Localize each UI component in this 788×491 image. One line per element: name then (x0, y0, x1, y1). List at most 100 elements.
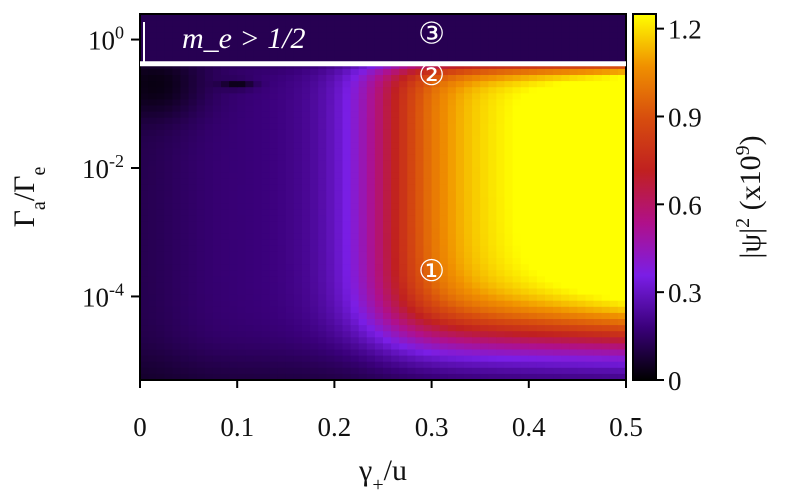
heatmap-cell (415, 197, 425, 204)
heatmap-cell (593, 349, 603, 357)
heatmap-cell (180, 50, 190, 58)
heatmap-cell (350, 319, 360, 326)
heatmap-cell (342, 50, 352, 58)
heatmap-cell (285, 129, 295, 137)
heatmap-cell (237, 142, 246, 149)
heatmap-cell (164, 300, 173, 308)
heatmap-cell (188, 233, 198, 241)
heatmap-cell (593, 245, 603, 253)
heatmap-cell (609, 258, 619, 265)
heatmap-cell (188, 355, 198, 363)
heatmap-cell (512, 319, 522, 326)
heatmap-cell (180, 343, 190, 351)
heatmap-cell (302, 325, 311, 332)
heatmap-cell (617, 282, 627, 290)
heatmap-cell (310, 50, 319, 58)
heatmap-cell (261, 276, 271, 283)
heatmap-cell (536, 184, 546, 192)
heatmap-cell (253, 288, 263, 296)
heatmap-cell (472, 142, 481, 149)
heatmap-cell (553, 343, 562, 351)
heatmap-cell (180, 367, 190, 375)
heatmap-cell (229, 355, 238, 363)
heatmap-cell (334, 184, 344, 192)
heatmap-cell (561, 68, 570, 76)
heatmap-cell (488, 306, 497, 314)
heatmap-cell (277, 209, 287, 216)
heatmap-cell (302, 306, 311, 314)
heatmap-cell (253, 178, 263, 186)
heatmap-cell (366, 184, 376, 192)
heatmap-cell (261, 245, 271, 253)
heatmap-cell (302, 355, 311, 363)
heatmap-cell (253, 355, 263, 363)
heatmap-cell (140, 349, 149, 357)
heatmap-cell (366, 203, 376, 210)
heatmap-cell (285, 331, 295, 338)
heatmap-cell (148, 87, 157, 94)
heatmap-cell (261, 184, 271, 192)
heatmap-cell (350, 233, 360, 241)
heatmap-cell (504, 349, 514, 357)
heatmap-cell (326, 331, 335, 338)
heatmap-cell (140, 14, 149, 21)
heatmap-cell (302, 184, 311, 192)
heatmap-cell (520, 288, 530, 296)
heatmap-cell (318, 123, 327, 131)
heatmap-cell (601, 123, 611, 131)
heatmap-cell (221, 337, 230, 344)
heatmap-cell (140, 276, 149, 283)
heatmap-cell (423, 355, 433, 363)
heatmap-cell (148, 105, 157, 113)
heatmap-cell (204, 203, 214, 210)
heatmap-cell (439, 178, 449, 186)
heatmap-cell (302, 245, 311, 253)
heatmap-cell (561, 312, 570, 320)
heatmap-cell (310, 190, 319, 198)
heatmap-cell (180, 93, 190, 100)
heatmap-cell (221, 227, 230, 235)
heatmap-cell (229, 32, 238, 39)
heatmap-cell (455, 349, 465, 357)
heatmap-cell (545, 190, 554, 198)
heatmap-cell (172, 160, 182, 168)
heatmap-cell (269, 258, 279, 265)
heatmap-cell (245, 26, 254, 33)
heatmap-cell (391, 258, 400, 265)
heatmap-cell (488, 75, 497, 82)
heatmap-cell (212, 355, 222, 363)
heatmap-cell (334, 111, 344, 119)
heatmap-cell (609, 209, 619, 216)
heatmap-cell (269, 93, 279, 100)
heatmap-cell (383, 87, 392, 94)
heatmap-cell (423, 251, 433, 259)
heatmap-cell (553, 251, 562, 259)
heatmap-cell (415, 123, 425, 131)
heatmap-cell (496, 105, 506, 113)
heatmap-cell (212, 331, 222, 338)
heatmap-cell (310, 154, 319, 161)
heatmap-cell (439, 111, 449, 119)
heatmap-cell (488, 178, 497, 186)
heatmap-cell (593, 203, 603, 210)
heatmap-cell (536, 75, 546, 82)
heatmap-cell (528, 270, 538, 277)
heatmap-cell (229, 178, 238, 186)
heatmap-cell (480, 239, 489, 247)
heatmap-cell (439, 172, 449, 180)
heatmap-cell (528, 337, 538, 344)
heatmap-cell (407, 215, 416, 222)
heatmap-cell (180, 142, 190, 149)
heatmap-cell (253, 32, 263, 39)
heatmap-cell (561, 276, 570, 283)
heatmap-cell (472, 227, 481, 235)
heatmap-cell (253, 75, 263, 82)
heatmap-cell (585, 68, 595, 76)
heatmap-cell (585, 319, 595, 326)
heatmap-cell (172, 178, 182, 186)
heatmap-cell (148, 81, 157, 88)
heatmap-cell (407, 136, 416, 143)
heatmap-cell (391, 129, 400, 137)
heatmap-cell (212, 20, 222, 27)
heatmap-cell (140, 209, 149, 216)
